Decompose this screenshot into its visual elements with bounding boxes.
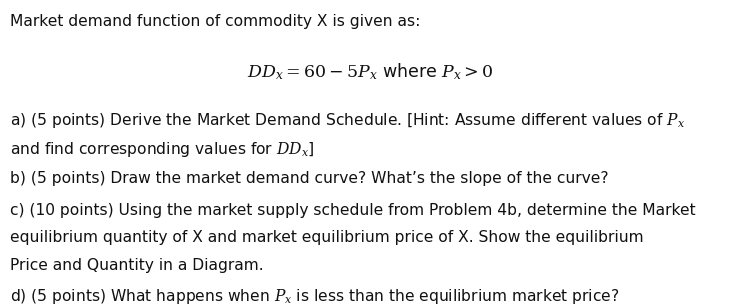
Text: and find corresponding values for $DD_x$]: and find corresponding values for $DD_x$… — [10, 140, 314, 159]
Text: d) (5 points) What happens when $P_x$ is less than the equilibrium market price?: d) (5 points) What happens when $P_x$ is… — [10, 287, 619, 305]
Text: Price and Quantity in a Diagram.: Price and Quantity in a Diagram. — [10, 258, 263, 273]
Text: Market demand function of commodity X is given as:: Market demand function of commodity X is… — [10, 14, 420, 29]
Text: a) (5 points) Derive the Market Demand Schedule. [Hint: Assume different values : a) (5 points) Derive the Market Demand S… — [10, 111, 685, 130]
Text: b) (5 points) Draw the market demand curve? What’s the slope of the curve?: b) (5 points) Draw the market demand cur… — [10, 171, 608, 186]
Text: c) (10 points) Using the market supply schedule from Problem 4b, determine the M: c) (10 points) Using the market supply s… — [10, 203, 695, 218]
Text: equilibrium quantity of X and market equilibrium price of X. Show the equilibriu: equilibrium quantity of X and market equ… — [10, 230, 643, 245]
Text: $DD_x = 60 - 5P_x$ where $P_x > 0$: $DD_x = 60 - 5P_x$ where $P_x > 0$ — [247, 61, 494, 82]
